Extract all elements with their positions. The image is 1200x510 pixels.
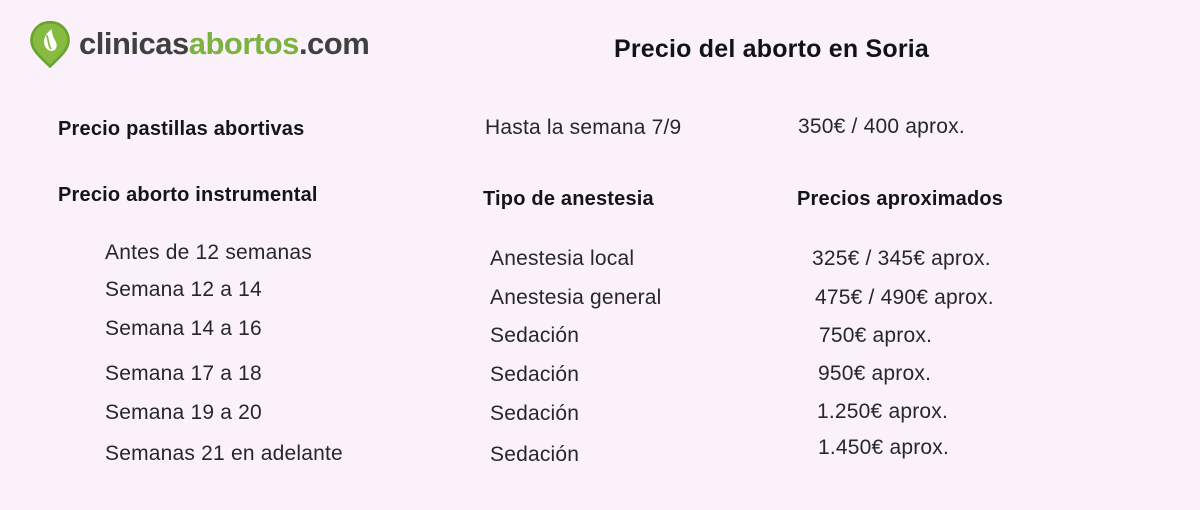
anesthesia-value: Anestesia local [490,247,635,270]
pastillas-price: 350€ / 400 aprox. [798,115,965,138]
week-label: Semana 19 a 20 [105,401,262,424]
page-title: Precio del aborto en Soria [614,35,930,63]
anesthesia-value: Sedación [490,363,580,386]
anesthesia-value: Sedación [490,324,580,347]
section-header-pastillas: Precio pastillas abortivas [58,118,305,140]
logo-part-clinicas: clinicas [79,26,189,61]
price-value: 750€ aprox. [819,324,933,347]
week-label: Semana 14 a 16 [105,317,262,340]
logo-part-abortos: abortos [188,26,300,61]
price-value: 1.250€ aprox. [817,400,949,423]
logo-part-com: .com [298,26,370,61]
site-logo-text: clinicasabortos.com [79,26,370,62]
price-value: 475€ / 490€ aprox. [815,286,994,309]
price-value: 950€ aprox. [818,362,932,385]
week-label: Semanas 21 en adelante [105,442,343,465]
column-header-prices: Precios aproximados [797,188,1004,210]
anesthesia-value: Anestesia general [490,286,662,309]
price-value: 325€ / 345€ aprox. [812,247,991,270]
anesthesia-value: Sedación [490,443,580,466]
week-label: Semana 12 a 14 [105,278,262,301]
anesthesia-value: Sedación [490,402,580,425]
map-pin-leaf-icon [28,20,72,68]
week-label: Semana 17 a 18 [105,362,262,385]
price-value: 1.450€ aprox. [818,436,950,459]
site-logo[interactable]: clinicasabortos.com [28,20,370,68]
pastillas-week: Hasta la semana 7/9 [485,116,682,139]
section-header-instrumental: Precio aborto instrumental [58,184,318,206]
week-label: Antes de 12 semanas [105,241,312,264]
column-header-anesthesia: Tipo de anestesia [483,188,654,210]
